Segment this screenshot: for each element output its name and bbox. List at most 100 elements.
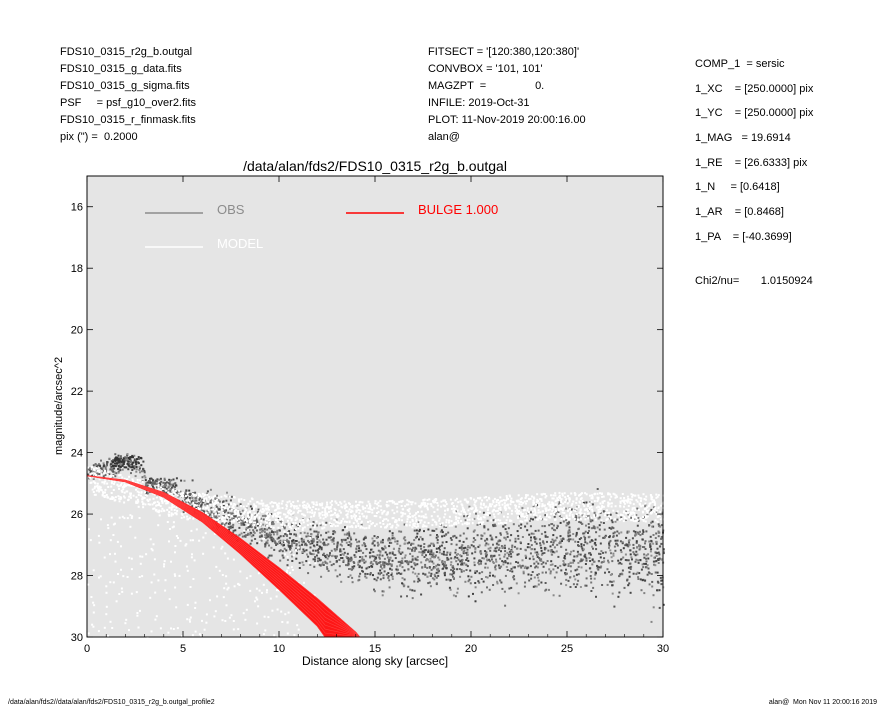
model-point	[166, 508, 169, 511]
obs-point	[627, 513, 630, 516]
obs-point	[480, 578, 483, 580]
model-point	[261, 537, 264, 540]
obs-point	[338, 573, 341, 576]
model-point	[182, 495, 185, 498]
model-point	[156, 510, 159, 513]
model-point	[309, 523, 312, 526]
obs-point	[140, 457, 143, 460]
model-point	[139, 555, 142, 558]
model-point	[324, 516, 327, 518]
obs-point	[527, 543, 530, 545]
model-point	[137, 494, 140, 496]
obs-point	[284, 533, 287, 535]
obs-point	[630, 565, 633, 568]
obs-point	[432, 562, 435, 565]
model-point	[102, 491, 105, 494]
obs-point	[641, 563, 644, 566]
model-point	[359, 509, 362, 512]
model-point	[253, 504, 256, 507]
model-point	[209, 503, 212, 506]
obs-point	[539, 558, 541, 561]
model-point	[491, 503, 494, 506]
obs-point	[361, 559, 364, 562]
obs-point	[526, 546, 529, 549]
model-point	[424, 503, 427, 506]
obs-point	[604, 571, 606, 574]
model-point	[302, 506, 305, 509]
obs-point	[460, 563, 463, 566]
model-point	[545, 518, 548, 521]
obs-point	[191, 496, 194, 499]
model-point	[484, 506, 487, 509]
model-point	[560, 498, 563, 501]
obs-point	[466, 553, 469, 556]
obs-point	[490, 554, 493, 557]
obs-point	[313, 530, 316, 533]
obs-point	[655, 560, 658, 562]
model-point	[505, 504, 508, 507]
obs-point	[649, 535, 652, 538]
obs-point	[626, 544, 628, 547]
model-point	[179, 539, 182, 542]
y-tick-label: 28	[71, 571, 83, 583]
obs-point	[657, 551, 660, 554]
model-point	[382, 520, 384, 522]
obs-point	[609, 549, 612, 552]
model-point	[105, 494, 108, 496]
obs-point	[243, 517, 246, 520]
model-point	[584, 509, 587, 512]
obs-point	[494, 566, 497, 569]
obs-point	[659, 576, 662, 579]
model-point	[186, 603, 189, 606]
model-point	[371, 508, 374, 511]
model-point	[212, 505, 215, 508]
obs-point	[440, 544, 443, 547]
obs-point	[495, 558, 497, 561]
obs-point	[641, 532, 644, 535]
obs-point	[447, 531, 450, 534]
obs-point	[397, 560, 400, 563]
model-point	[445, 503, 448, 506]
obs-point	[635, 541, 638, 544]
model-point	[205, 498, 208, 501]
obs-point	[293, 541, 296, 544]
obs-point	[238, 533, 241, 536]
model-point	[136, 501, 139, 504]
obs-point	[493, 575, 496, 578]
model-point	[306, 502, 309, 505]
model-point	[591, 496, 594, 498]
model-point	[226, 588, 229, 591]
obs-point	[567, 538, 570, 541]
obs-point	[655, 542, 658, 545]
obs-point	[510, 534, 513, 537]
obs-point	[411, 548, 414, 551]
obs-point	[476, 534, 479, 537]
model-point	[267, 514, 270, 517]
model-point	[626, 501, 629, 504]
obs-point	[456, 563, 459, 566]
model-point	[237, 509, 240, 512]
obs-point	[566, 552, 569, 555]
obs-point	[590, 581, 593, 584]
obs-point	[573, 575, 576, 578]
model-point	[663, 518, 665, 521]
obs-point	[373, 555, 376, 558]
model-point	[575, 498, 578, 501]
obs-point	[539, 542, 542, 545]
obs-point	[494, 524, 497, 527]
model-point	[614, 496, 617, 499]
obs-point	[536, 504, 539, 507]
obs-point	[590, 527, 593, 530]
obs-point	[540, 553, 543, 556]
obs-point	[383, 561, 386, 564]
obs-point	[329, 560, 332, 563]
obs-point	[377, 549, 380, 552]
model-point	[166, 521, 169, 523]
model-point	[541, 503, 544, 506]
obs-point	[495, 536, 498, 539]
obs-point	[545, 571, 547, 574]
model-point	[526, 500, 528, 503]
model-point	[232, 507, 235, 510]
obs-point	[636, 553, 639, 556]
model-point	[212, 495, 215, 498]
